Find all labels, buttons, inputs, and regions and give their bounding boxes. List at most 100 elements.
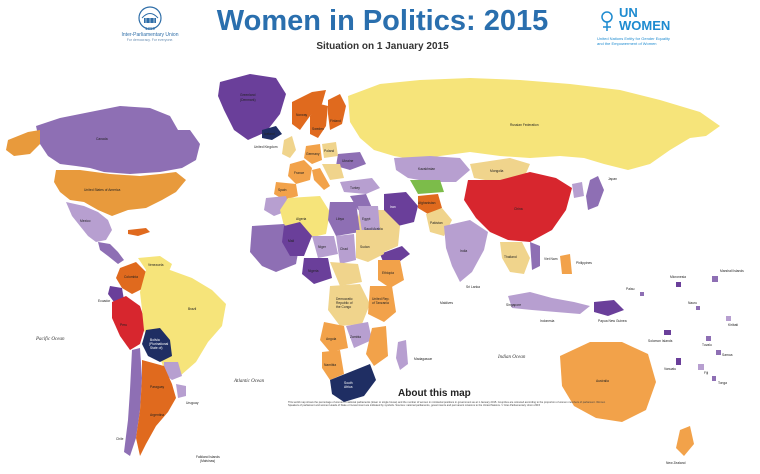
ipu-logo[interactable]: 1889 Inter-Parliamentary Union For democ… [118, 6, 182, 43]
label-namibia: Namibia [324, 363, 336, 367]
country-greenland[interactable] [218, 74, 286, 140]
country-yemen-oman[interactable] [380, 246, 410, 264]
label-papua: Papua New Guinea [598, 319, 627, 323]
country-sweden[interactable] [310, 104, 328, 138]
country-spain[interactable] [274, 182, 298, 200]
country-fiji[interactable] [698, 364, 704, 370]
country-brazil[interactable] [140, 270, 226, 376]
country-sudan[interactable] [356, 230, 384, 262]
country-namibia[interactable] [322, 350, 344, 380]
country-paraguay[interactable] [164, 362, 182, 380]
country-egypt[interactable] [358, 206, 380, 232]
country-tanzania-kenya[interactable] [368, 286, 396, 322]
country-central-america[interactable] [98, 242, 124, 264]
country-france[interactable] [288, 160, 312, 184]
label-india: India [460, 249, 467, 253]
country-ethiopia[interactable] [378, 260, 404, 288]
label-marshall: Marshall Islands [720, 269, 744, 273]
ocean-label-pacific: Pacific Ocean [35, 337, 65, 342]
country-papua[interactable] [594, 300, 624, 316]
country-ecuador[interactable] [108, 286, 124, 302]
country-poland[interactable] [322, 142, 338, 158]
country-mozambique[interactable] [366, 326, 388, 366]
country-tonga[interactable] [712, 376, 716, 381]
country-palau[interactable] [640, 292, 644, 296]
country-drc[interactable] [328, 284, 370, 326]
country-kiribati[interactable] [726, 316, 731, 321]
label-norway: Norway [296, 113, 308, 117]
country-tuvalu[interactable] [706, 336, 711, 341]
country-chad[interactable] [336, 234, 356, 264]
country-india[interactable] [444, 220, 488, 282]
country-south-africa[interactable] [330, 364, 376, 402]
country-australia[interactable] [560, 342, 656, 422]
country-central-asia[interactable] [410, 180, 444, 194]
country-marshall-islands[interactable] [712, 276, 718, 282]
country-italy[interactable] [312, 168, 330, 190]
country-central-africa[interactable] [330, 262, 362, 286]
label-greenland-sub: (Denmark) [240, 98, 256, 102]
country-solomon-islands[interactable] [664, 330, 671, 335]
country-new-zealand[interactable] [676, 426, 694, 456]
label-ukraine: Ukraine [342, 159, 354, 163]
country-southeast-asia[interactable] [500, 242, 530, 274]
country-samoa[interactable] [716, 350, 721, 355]
country-vanuatu[interactable] [676, 358, 681, 365]
label-vanuatu: Vanuatu [664, 367, 676, 371]
country-norway[interactable] [292, 90, 326, 130]
country-viet-nam[interactable] [530, 242, 540, 270]
country-argentina[interactable] [136, 360, 176, 456]
country-colombia[interactable] [116, 262, 146, 294]
country-china[interactable] [464, 172, 572, 242]
country-madagascar[interactable] [396, 340, 408, 370]
country-iceland[interactable] [262, 126, 282, 140]
country-iran[interactable] [384, 192, 418, 226]
label-iceland: Iceland [264, 132, 275, 136]
country-philippines[interactable] [560, 254, 572, 274]
country-cuba[interactable] [128, 228, 150, 236]
country-alaska[interactable] [6, 130, 40, 156]
country-libya[interactable] [328, 202, 360, 236]
country-korea[interactable] [572, 182, 584, 198]
country-turkey[interactable] [340, 178, 380, 194]
country-usa[interactable] [54, 170, 186, 216]
un-women-symbol-icon [601, 11, 613, 31]
country-mexico[interactable] [66, 202, 112, 242]
label-viet-nam: Viet Nam [544, 257, 558, 261]
country-micronesia[interactable] [676, 282, 681, 287]
label-france: France [294, 171, 304, 175]
ipu-emblem-icon: 1889 [138, 6, 162, 31]
world-map-svg[interactable]: Pacific Ocean Atlantic Ocean Indian Ocea… [0, 60, 760, 474]
country-angola[interactable] [320, 322, 348, 352]
country-zambia[interactable] [346, 322, 372, 348]
label-australia: Australia [596, 379, 609, 383]
country-canada[interactable] [36, 106, 200, 174]
country-ukraine[interactable] [336, 152, 366, 170]
country-niger[interactable] [312, 236, 338, 258]
label-singapore: Singapore [506, 303, 521, 307]
header: 1889 Inter-Parliamentary Union For democ… [0, 0, 760, 58]
country-mali[interactable] [282, 222, 312, 256]
country-chile[interactable] [124, 348, 142, 456]
country-finland[interactable] [328, 94, 346, 130]
country-russia[interactable] [348, 78, 720, 170]
country-germany[interactable] [304, 144, 322, 164]
country-kazakhstan[interactable] [394, 156, 470, 182]
country-uruguay[interactable] [176, 384, 186, 398]
label-angola: Angola [326, 337, 336, 341]
country-peru[interactable] [112, 296, 146, 350]
country-japan[interactable] [586, 176, 604, 210]
label-canada: Canada [96, 137, 108, 141]
country-afghanistan[interactable] [418, 194, 442, 214]
label-tuvalu: Tuvalu [702, 343, 712, 347]
label-germany: Germany [306, 152, 320, 156]
world-map[interactable]: Pacific Ocean Atlantic Ocean Indian Ocea… [0, 60, 760, 474]
country-bolivia[interactable] [142, 328, 172, 362]
country-nigeria[interactable] [302, 258, 332, 284]
label-solomon: Solomon Islands [648, 339, 673, 343]
country-indonesia[interactable] [508, 292, 590, 314]
country-balkans[interactable] [322, 164, 344, 180]
country-nauru[interactable] [696, 306, 700, 310]
label-mongolia: Mongolia [490, 169, 504, 173]
country-united-kingdom[interactable] [282, 136, 296, 158]
